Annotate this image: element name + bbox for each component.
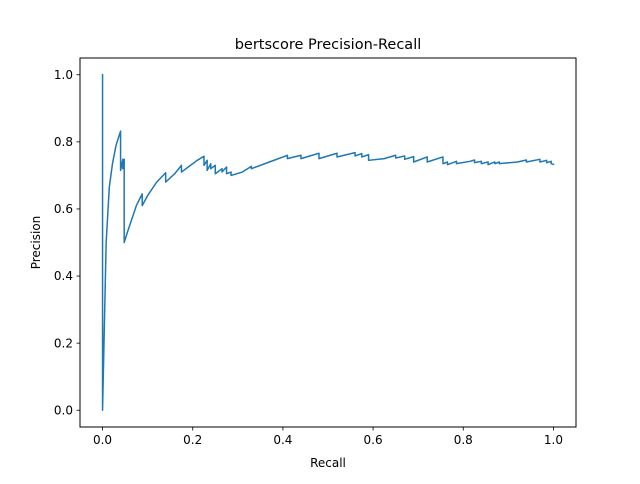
chart-title: bertscore Precision-Recall bbox=[235, 37, 422, 53]
plot-area bbox=[101, 74, 555, 411]
y-axis-label: Precision bbox=[29, 216, 43, 270]
x-tick-label: 1.0 bbox=[544, 433, 563, 447]
x-axis-label: Recall bbox=[310, 456, 346, 470]
y-tick-label: 0.8 bbox=[54, 135, 73, 149]
y-tick-label: 1.0 bbox=[54, 68, 73, 82]
axes-frame bbox=[79, 57, 577, 428]
x-tick-label: 0.2 bbox=[183, 433, 202, 447]
x-axis-ticks: 0.0 0.2 0.4 0.6 0.8 1.0 bbox=[93, 427, 563, 447]
y-tick-label: 0.6 bbox=[54, 202, 73, 216]
x-tick-label: 0.4 bbox=[273, 433, 292, 447]
y-tick-label: 0.4 bbox=[54, 269, 73, 283]
x-tick-label: 0.0 bbox=[93, 433, 112, 447]
x-tick-label: 0.8 bbox=[454, 433, 473, 447]
y-axis-ticks: 0.0 0.2 0.4 0.6 0.8 1.0 bbox=[54, 68, 80, 417]
y-tick-label: 0.0 bbox=[54, 403, 73, 417]
y-tick-label: 0.2 bbox=[54, 336, 73, 350]
x-tick-label: 0.6 bbox=[364, 433, 383, 447]
series-line-0 bbox=[101, 74, 555, 411]
